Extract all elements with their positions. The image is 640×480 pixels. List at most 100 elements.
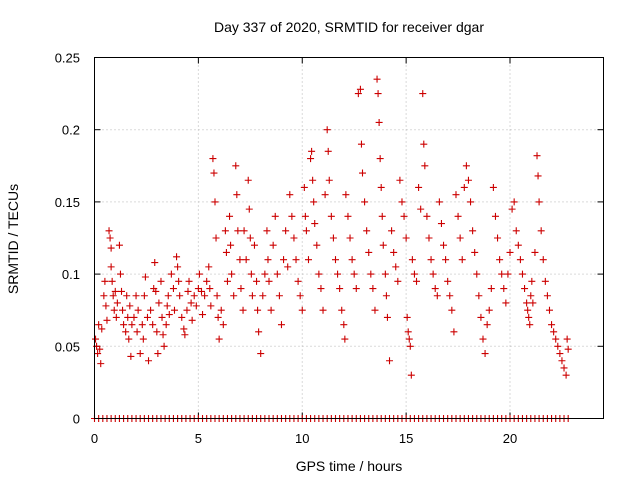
data-point bbox=[533, 152, 541, 160]
data-point bbox=[214, 313, 222, 321]
data-point bbox=[245, 205, 253, 213]
data-point bbox=[119, 306, 127, 314]
data-point bbox=[363, 227, 371, 235]
data-point bbox=[325, 176, 333, 184]
data-point bbox=[97, 360, 105, 368]
data-point bbox=[103, 316, 111, 324]
data-point bbox=[485, 306, 493, 314]
x-tick-label: 15 bbox=[399, 431, 413, 446]
data-point bbox=[535, 198, 543, 206]
data-point bbox=[502, 299, 510, 307]
data-point bbox=[120, 321, 128, 329]
data-point bbox=[174, 263, 182, 271]
data-point bbox=[307, 155, 315, 163]
data-point bbox=[207, 302, 215, 310]
data-point bbox=[298, 306, 306, 314]
data-point bbox=[259, 292, 267, 300]
data-point bbox=[350, 270, 358, 278]
data-point bbox=[400, 212, 408, 220]
data-point bbox=[125, 335, 133, 343]
data-point bbox=[450, 328, 458, 336]
data-point bbox=[487, 285, 495, 293]
data-point bbox=[383, 313, 391, 321]
data-point bbox=[263, 227, 271, 235]
data-point bbox=[115, 241, 123, 249]
data-point bbox=[489, 183, 497, 191]
data-point bbox=[95, 321, 103, 329]
data-point bbox=[212, 234, 220, 242]
data-point bbox=[141, 273, 149, 281]
data-point bbox=[134, 306, 142, 314]
data-point bbox=[215, 335, 223, 343]
data-point bbox=[523, 299, 531, 307]
data-point bbox=[405, 335, 413, 343]
chart-title: Day 337 of 2020, SRMTID for receiver dga… bbox=[214, 19, 484, 35]
data-point bbox=[250, 241, 258, 249]
data-point bbox=[246, 234, 254, 242]
data-point bbox=[301, 212, 309, 220]
data-point bbox=[394, 277, 402, 285]
data-point bbox=[194, 285, 202, 293]
data-point bbox=[471, 248, 479, 256]
data-point bbox=[228, 270, 236, 278]
data-point bbox=[116, 270, 124, 278]
data-point bbox=[558, 357, 566, 365]
data-point bbox=[477, 313, 485, 321]
data-point bbox=[130, 313, 138, 321]
data-point bbox=[526, 321, 534, 329]
data-point bbox=[138, 321, 146, 329]
data-point bbox=[410, 270, 418, 278]
data-point bbox=[199, 311, 207, 319]
data-point bbox=[255, 328, 263, 336]
data-point bbox=[340, 321, 348, 329]
data-point bbox=[376, 155, 384, 163]
data-point bbox=[160, 342, 168, 350]
data-point bbox=[154, 350, 162, 358]
data-point bbox=[175, 277, 183, 285]
data-point bbox=[356, 85, 364, 93]
data-point bbox=[407, 371, 415, 379]
data-point bbox=[164, 292, 172, 300]
data-point bbox=[197, 287, 205, 295]
data-point bbox=[158, 313, 166, 321]
data-point bbox=[374, 90, 382, 98]
data-point bbox=[537, 227, 545, 235]
y-tick-label: 0.15 bbox=[55, 195, 80, 210]
data-point bbox=[109, 292, 117, 300]
data-point bbox=[222, 248, 230, 256]
data-point bbox=[126, 302, 134, 310]
data-point bbox=[388, 227, 396, 235]
data-point bbox=[525, 313, 533, 321]
data-point bbox=[361, 198, 369, 206]
data-point bbox=[248, 292, 256, 300]
y-axis-label: SRMTID / TECUs bbox=[5, 184, 21, 294]
data-point bbox=[483, 321, 491, 329]
data-point bbox=[464, 176, 472, 184]
data-point bbox=[203, 277, 211, 285]
data-point bbox=[308, 147, 316, 155]
data-point bbox=[309, 176, 317, 184]
data-point bbox=[223, 277, 231, 285]
data-point bbox=[550, 328, 558, 336]
data-point bbox=[127, 352, 135, 360]
data-point bbox=[442, 256, 450, 264]
data-point bbox=[435, 198, 443, 206]
data-markers bbox=[91, 75, 572, 422]
data-point bbox=[187, 299, 195, 307]
data-point bbox=[294, 277, 302, 285]
data-point bbox=[304, 256, 312, 264]
data-point bbox=[253, 277, 261, 285]
data-point bbox=[180, 325, 188, 333]
data-point bbox=[100, 292, 108, 300]
x-tick-label: 0 bbox=[91, 431, 98, 446]
data-point bbox=[444, 277, 452, 285]
data-point bbox=[352, 285, 360, 293]
data-point bbox=[386, 357, 394, 365]
data-point bbox=[111, 287, 119, 295]
data-point bbox=[338, 306, 346, 314]
data-point bbox=[506, 248, 514, 256]
data-point bbox=[211, 198, 219, 206]
data-point bbox=[392, 263, 400, 271]
data-point bbox=[112, 313, 120, 321]
data-point bbox=[102, 302, 110, 310]
